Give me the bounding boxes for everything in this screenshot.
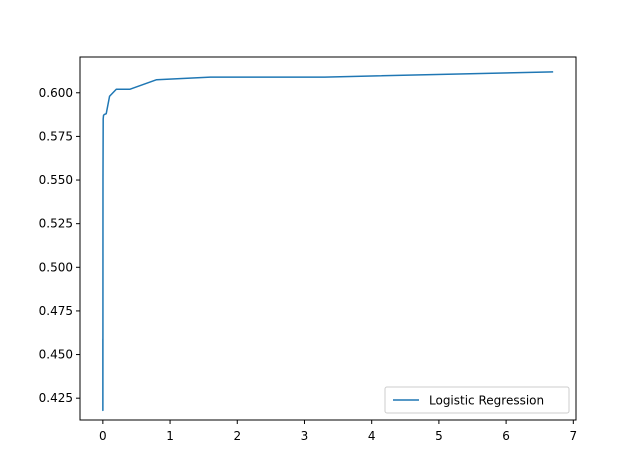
series-line-logistic-regression <box>102 71 554 412</box>
y-tick-label: 0.550 <box>39 173 73 187</box>
x-tick-label: 1 <box>166 429 174 443</box>
x-tick-label: 4 <box>368 429 376 443</box>
legend-box <box>384 386 570 414</box>
x-tick-label: 5 <box>435 429 443 443</box>
x-tick-label: 0 <box>99 429 107 443</box>
y-tick-label: 0.425 <box>39 391 73 405</box>
x-tick-label: 3 <box>301 429 309 443</box>
y-axis: 0.425 0.450 0.475 0.500 0.525 0.550 0.575 0.600 <box>39 86 80 405</box>
x-tick-label: 2 <box>233 429 241 443</box>
axes-frame <box>79 56 577 421</box>
y-tick-label: 0.475 <box>39 304 73 318</box>
x-tick-label: 7 <box>569 429 577 443</box>
y-tick-label: 0.500 <box>39 260 73 274</box>
y-tick-label: 0.600 <box>39 86 73 100</box>
y-tick-label: 0.575 <box>39 129 73 143</box>
series-layer <box>102 71 554 412</box>
y-tick-label: 0.525 <box>39 217 73 231</box>
legend: Logistic Regression <box>384 386 570 414</box>
y-tick-label: 0.450 <box>39 348 73 362</box>
legend-label: Logistic Regression <box>429 394 544 408</box>
x-axis: 0 1 2 3 4 5 6 7 <box>99 420 577 443</box>
plot-area <box>79 56 577 421</box>
x-tick-label: 6 <box>502 429 510 443</box>
